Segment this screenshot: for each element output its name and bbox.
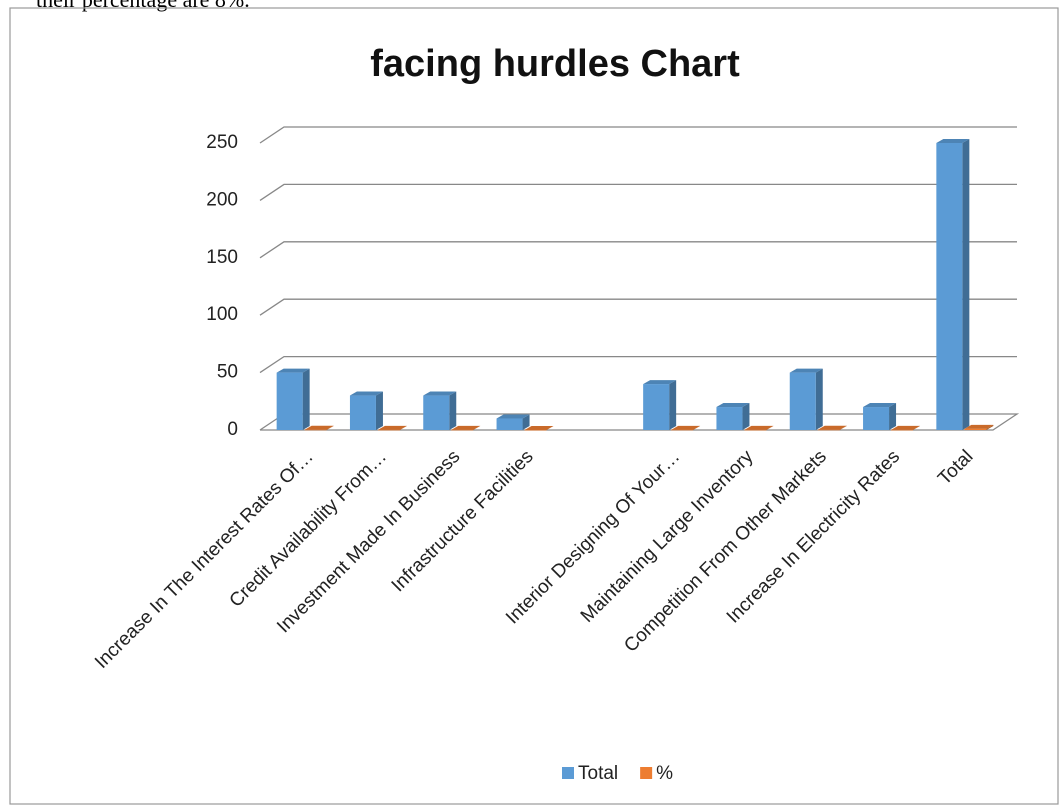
bar-top: [817, 425, 847, 430]
bar-top: [377, 425, 407, 430]
bar-side: [302, 368, 310, 430]
bar-top: [964, 424, 994, 429]
bar-top: [276, 368, 310, 373]
bar-side: [449, 391, 457, 430]
bar-top: [451, 425, 481, 430]
bar-top: [671, 425, 701, 430]
bar: [276, 372, 303, 430]
bar-side: [962, 139, 970, 430]
bar-side: [815, 368, 823, 430]
bar: [524, 429, 547, 431]
legend-label: Total: [578, 763, 618, 784]
legend-label: %: [656, 763, 673, 784]
note: their percentage are 8%.: [36, 0, 250, 12]
bar: [863, 407, 890, 430]
grid-line: [259, 298, 1017, 316]
bar-top: [524, 425, 554, 430]
bar: [789, 372, 816, 430]
y-tick-label: 0: [227, 419, 238, 440]
bar-top: [863, 403, 897, 408]
bar: [423, 395, 450, 430]
bar: [304, 429, 327, 431]
y-tick-label: 50: [217, 362, 238, 383]
bar-top: [936, 139, 970, 143]
grid-line: [259, 355, 1017, 374]
bar-side: [742, 403, 750, 430]
x-tick-label: Infrastructure Facilities: [388, 446, 538, 596]
bar-top: [349, 391, 383, 396]
bar: [671, 429, 694, 431]
bar-side: [766, 425, 774, 430]
bar-top: [304, 425, 334, 430]
bar-side: [913, 425, 921, 430]
bar-side: [693, 425, 701, 430]
bar-side: [669, 380, 677, 430]
y-tick-label: 200: [206, 189, 238, 210]
bar: [744, 429, 767, 431]
bar: [643, 384, 670, 430]
legend-swatch: [640, 767, 653, 779]
bar-side: [473, 425, 481, 430]
bar-top: [891, 425, 921, 430]
bar-top: [789, 368, 823, 373]
bar: [716, 407, 743, 430]
bar: [451, 429, 474, 431]
bar: [377, 429, 400, 431]
bar: [936, 143, 963, 430]
bar-top: [423, 391, 457, 396]
y-tick-label: 250: [206, 132, 238, 153]
bar-top: [744, 425, 774, 430]
bar: [891, 429, 914, 431]
bar: [349, 395, 376, 430]
bar-side: [326, 425, 334, 430]
bar-side: [522, 414, 530, 430]
grid-line: [259, 183, 1017, 201]
grid-line: [259, 241, 1017, 259]
bar-side: [889, 403, 897, 430]
x-tick-label: Total: [934, 446, 977, 489]
y-tick-label: 100: [206, 304, 238, 325]
bar: [817, 429, 840, 431]
bar-side: [986, 424, 994, 430]
legend-swatch: [562, 767, 574, 779]
bar-side: [546, 425, 554, 430]
chart-border: [9, 7, 1059, 805]
bar-side: [375, 391, 383, 430]
bar: [964, 428, 987, 430]
chart-title: facing hurdles Chart: [370, 43, 740, 85]
bar-top: [716, 403, 750, 408]
grid-line: [259, 126, 1017, 144]
bar-top: [496, 414, 530, 419]
y-tick-label: 150: [206, 247, 238, 268]
bar-top: [643, 380, 677, 385]
bar: [496, 418, 523, 430]
bar-side: [839, 425, 847, 430]
bar-side: [399, 425, 407, 430]
